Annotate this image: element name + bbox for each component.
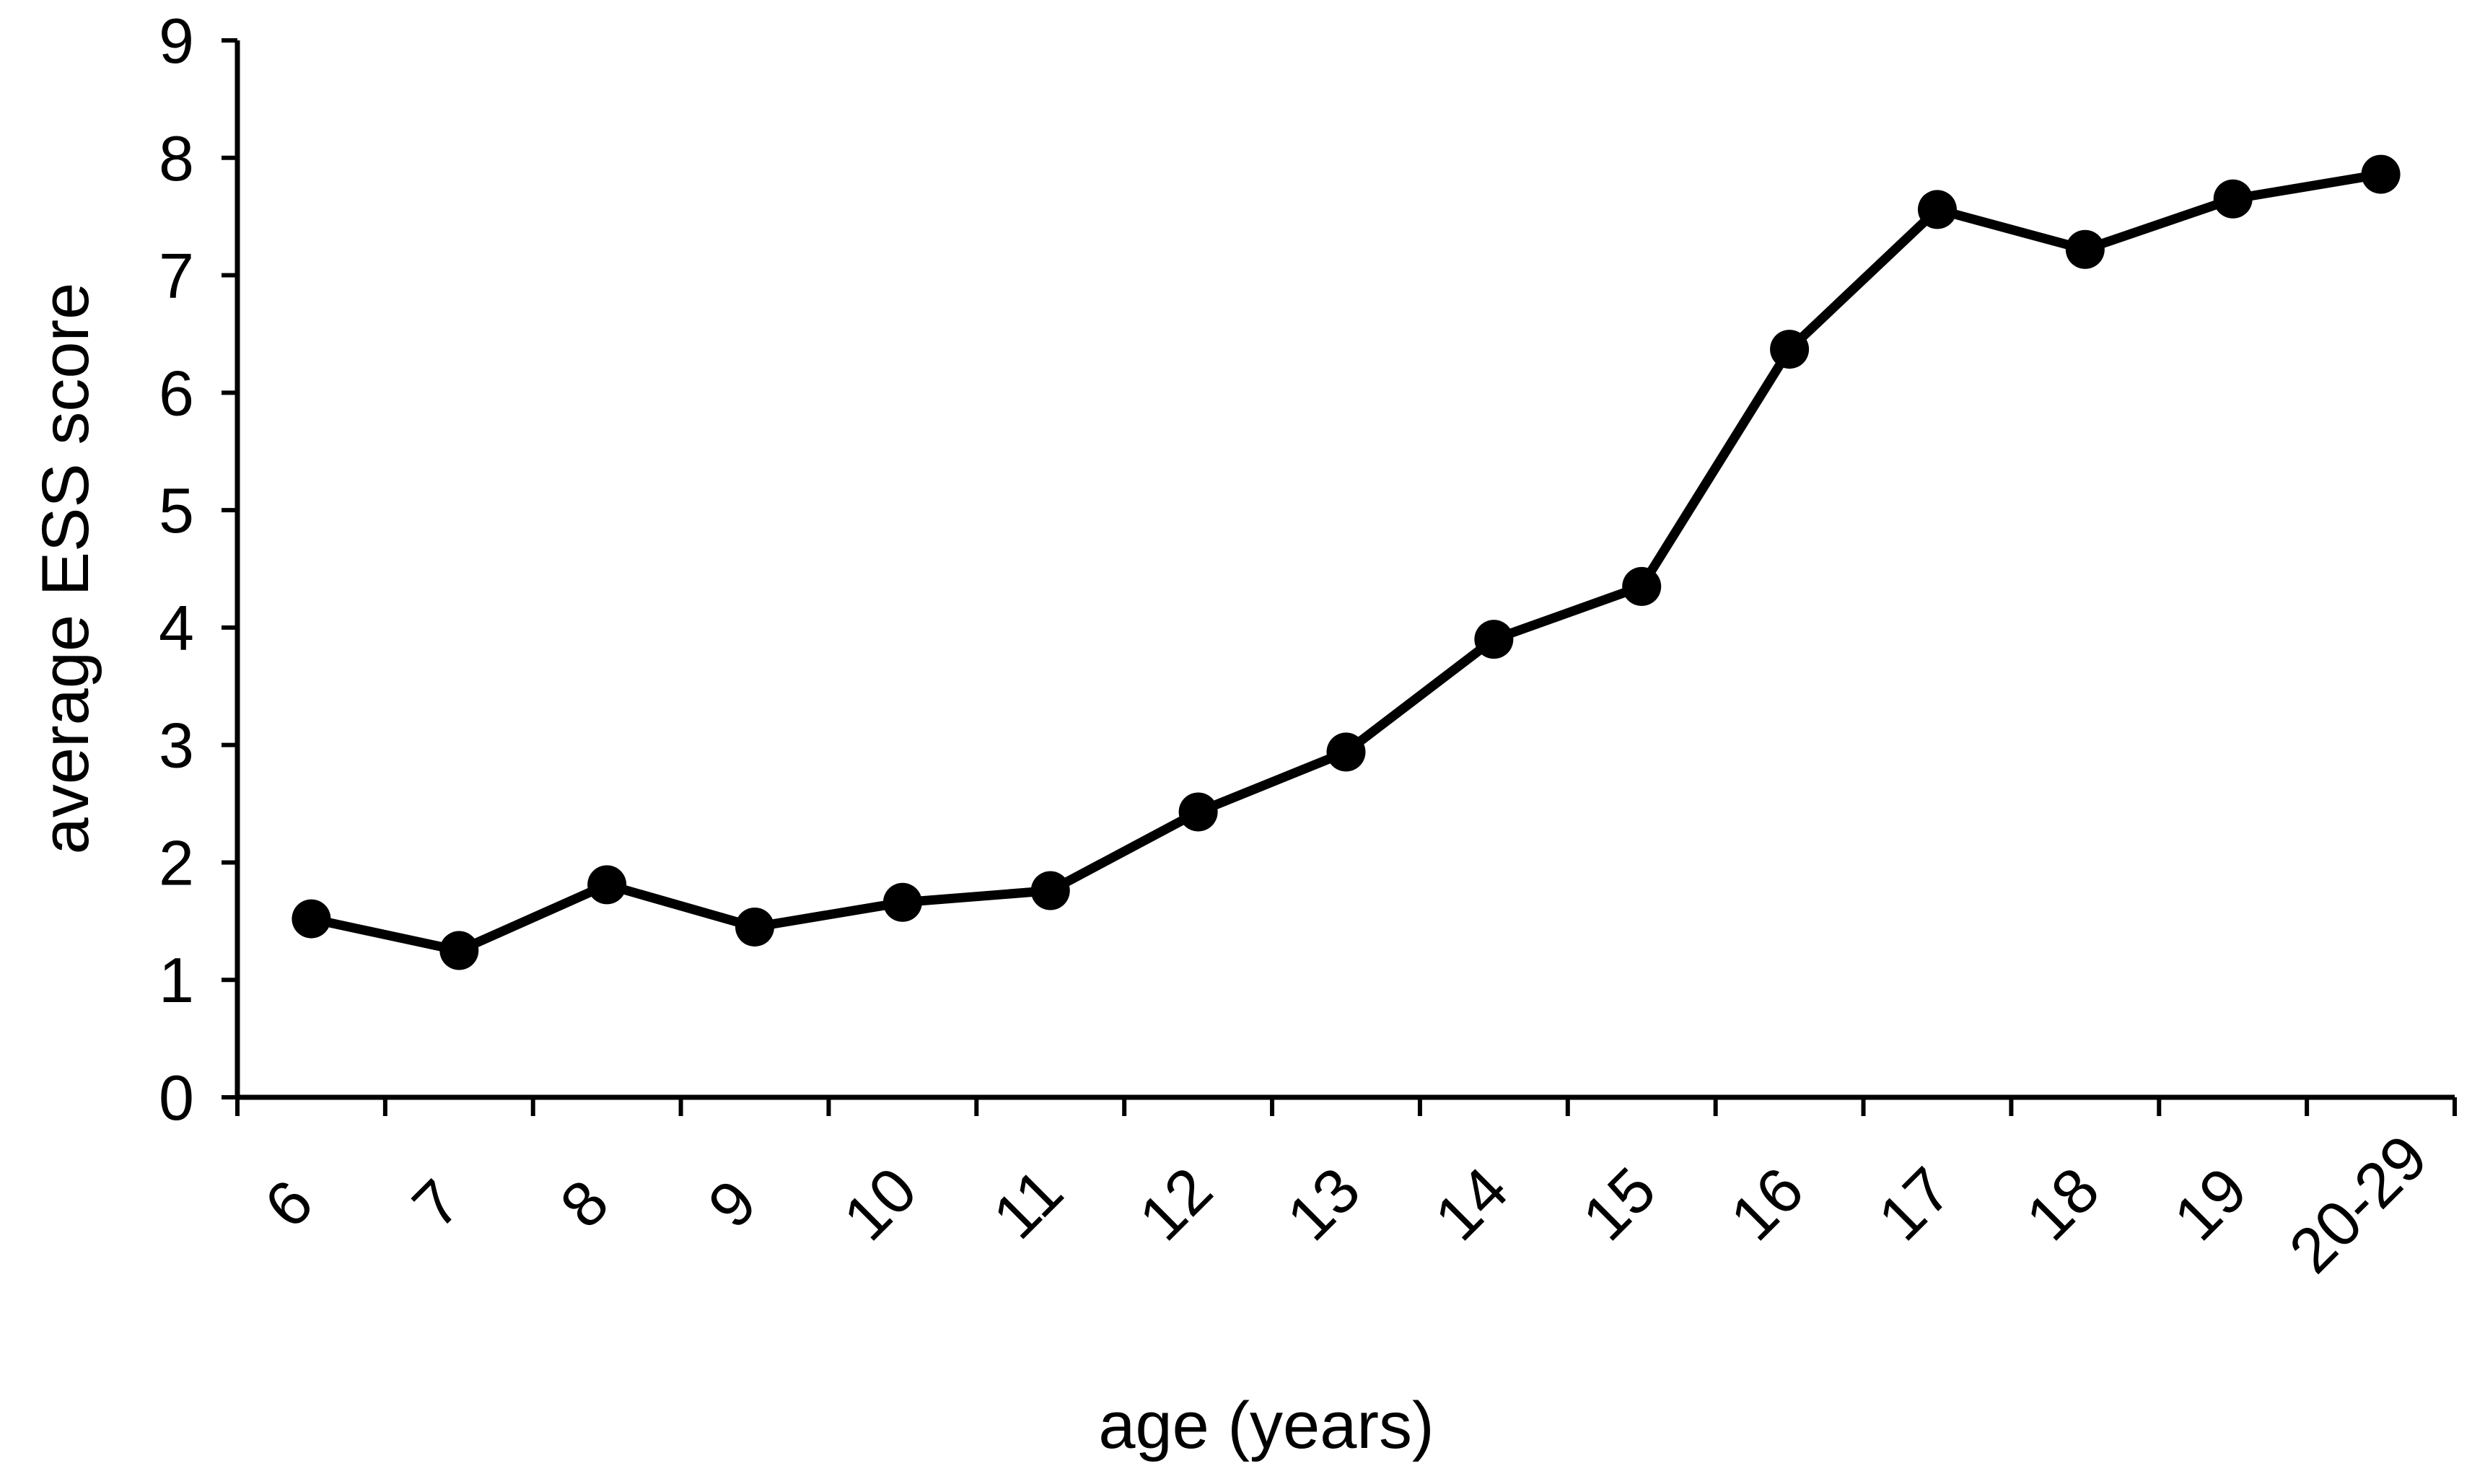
y-axis-title: average ESS score <box>29 283 102 855</box>
data-point <box>2065 229 2105 269</box>
series-path <box>306 170 2386 956</box>
y-tick-label: 0 <box>159 1062 194 1133</box>
x-tick-label: 10 <box>830 1154 930 1254</box>
x-tick-label: 11 <box>979 1155 1077 1252</box>
x-tick-label: 9 <box>694 1166 770 1242</box>
data-point <box>1917 190 1957 229</box>
data-point <box>1326 732 1366 772</box>
data-point <box>735 907 775 947</box>
data-point <box>292 899 331 939</box>
data-point <box>439 931 479 970</box>
x-tick-label: 7 <box>398 1166 474 1242</box>
x-tick-label: 16 <box>1717 1154 1817 1254</box>
y-tick-label: 1 <box>159 944 194 1016</box>
x-tick-label: 8 <box>546 1166 622 1242</box>
y-tick-label: 5 <box>159 475 194 546</box>
y-tick-label: 4 <box>159 592 194 664</box>
y-ticks: 0 1 2 3 4 5 6 7 8 9 <box>159 5 237 1133</box>
x-axis-title: age (years) <box>1098 1389 1434 1462</box>
x-tick-label: 18 <box>2012 1154 2113 1254</box>
series-line <box>292 154 2401 970</box>
y-tick-label: 6 <box>159 357 194 429</box>
x-tick-label: 19 <box>2160 1154 2261 1254</box>
y-tick-label: 7 <box>159 240 194 312</box>
x-tick-label: 17 <box>1864 1154 1965 1254</box>
data-point <box>1622 566 1662 606</box>
x-tick-label: 14 <box>1421 1154 1521 1254</box>
data-point <box>2361 154 2401 194</box>
x-tick-label: 13 <box>1273 1154 1373 1254</box>
data-point <box>1030 871 1070 910</box>
x-tick-label: 15 <box>1569 1154 1669 1254</box>
x-tick-label: 6 <box>251 1166 327 1242</box>
x-ticks: 6 7 8 9 10 11 12 13 14 15 16 17 18 19 20-29 <box>235 1097 2457 1286</box>
data-point <box>1770 330 1810 369</box>
data-point <box>2213 179 2253 219</box>
y-tick-label: 8 <box>159 123 194 194</box>
x-tick-label: 12 <box>1125 1154 1225 1254</box>
data-point <box>1178 792 1218 832</box>
y-tick-label: 9 <box>159 5 194 76</box>
y-tick-label: 2 <box>159 827 194 898</box>
data-point <box>882 882 922 922</box>
x-tick-label: 20-29 <box>2275 1121 2440 1286</box>
y-axis: 0 1 2 3 4 5 6 7 8 9 <box>159 5 240 1133</box>
y-tick-label: 3 <box>159 710 194 781</box>
x-axis: 6 7 8 9 10 11 12 13 14 15 16 17 18 19 20-29 <box>235 1094 2457 1286</box>
data-point <box>1474 620 1514 659</box>
data-point <box>587 865 627 905</box>
